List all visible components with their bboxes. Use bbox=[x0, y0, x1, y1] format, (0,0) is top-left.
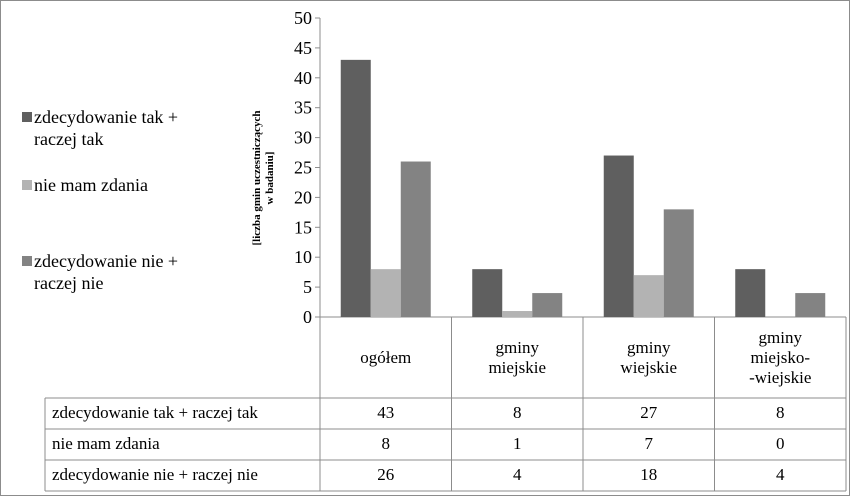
y-tick-label: 30 bbox=[294, 128, 312, 148]
legend-label: zdecydowanie nie + raczej nie bbox=[34, 251, 179, 293]
y-tick-label: 25 bbox=[294, 158, 312, 178]
legend-item: nie mam zdania bbox=[22, 174, 148, 196]
y-tick-label: 0 bbox=[303, 307, 312, 327]
bar-1-1 bbox=[340, 59, 371, 318]
table-row-label: zdecydowanie nie + raczej nie bbox=[52, 465, 258, 484]
table-cell: 27 bbox=[640, 403, 658, 422]
y-tick-label: 20 bbox=[294, 187, 312, 207]
bar-2-1 bbox=[370, 269, 401, 317]
bar-2-2 bbox=[502, 311, 533, 317]
table-cell: 43 bbox=[377, 403, 395, 422]
table-row-label: nie mam zdania bbox=[52, 434, 160, 453]
table-cell: 26 bbox=[377, 465, 395, 484]
bar-1-2 bbox=[472, 269, 503, 317]
table-cell: 7 bbox=[644, 434, 654, 453]
legend-item: zdecydowanie tak + raczej tak bbox=[22, 106, 178, 150]
legend-label: zdecydowanie tak + raczej tak bbox=[34, 107, 179, 149]
category-label: ogółem bbox=[360, 348, 412, 367]
bar-3-3 bbox=[663, 209, 694, 317]
legend-label: nie mam zdania bbox=[34, 175, 148, 195]
bar-3-4 bbox=[795, 293, 826, 317]
bar-1-4 bbox=[735, 269, 766, 317]
y-tick-label: 10 bbox=[294, 247, 312, 267]
y-tick-label: 35 bbox=[294, 98, 312, 118]
y-tick-label: 15 bbox=[294, 217, 312, 237]
legend-swatch bbox=[22, 256, 32, 266]
table-cell: 8 bbox=[381, 434, 391, 453]
table-cell: 1 bbox=[513, 434, 522, 453]
bar-3-1 bbox=[400, 161, 431, 317]
bar-2-3 bbox=[633, 275, 664, 317]
table-cell: 8 bbox=[513, 403, 522, 422]
legend-item: zdecydowanie nie + raczej nie bbox=[22, 250, 178, 294]
y-tick-label: 50 bbox=[294, 8, 312, 28]
table-cell: 18 bbox=[640, 465, 658, 484]
table-cell: 4 bbox=[776, 465, 785, 484]
legend-swatch bbox=[22, 112, 32, 122]
category-label: gminy miejskie bbox=[488, 338, 547, 377]
table-cell: 4 bbox=[513, 465, 522, 484]
table-cell: 0 bbox=[776, 434, 785, 453]
category-label: gminy wiejskie bbox=[620, 338, 678, 377]
bar-3-2 bbox=[532, 293, 563, 317]
y-tick-label: 45 bbox=[294, 38, 312, 58]
table-cell: 8 bbox=[776, 403, 785, 422]
bar-1-3 bbox=[603, 155, 634, 317]
table-row-label: zdecydowanie tak + raczej tak bbox=[52, 403, 258, 422]
y-tick-label: 5 bbox=[303, 277, 312, 297]
legend-swatch bbox=[22, 180, 32, 190]
y-tick-label: 40 bbox=[294, 68, 312, 88]
category-label: gminy miejsko- -wiejskie bbox=[749, 328, 812, 387]
